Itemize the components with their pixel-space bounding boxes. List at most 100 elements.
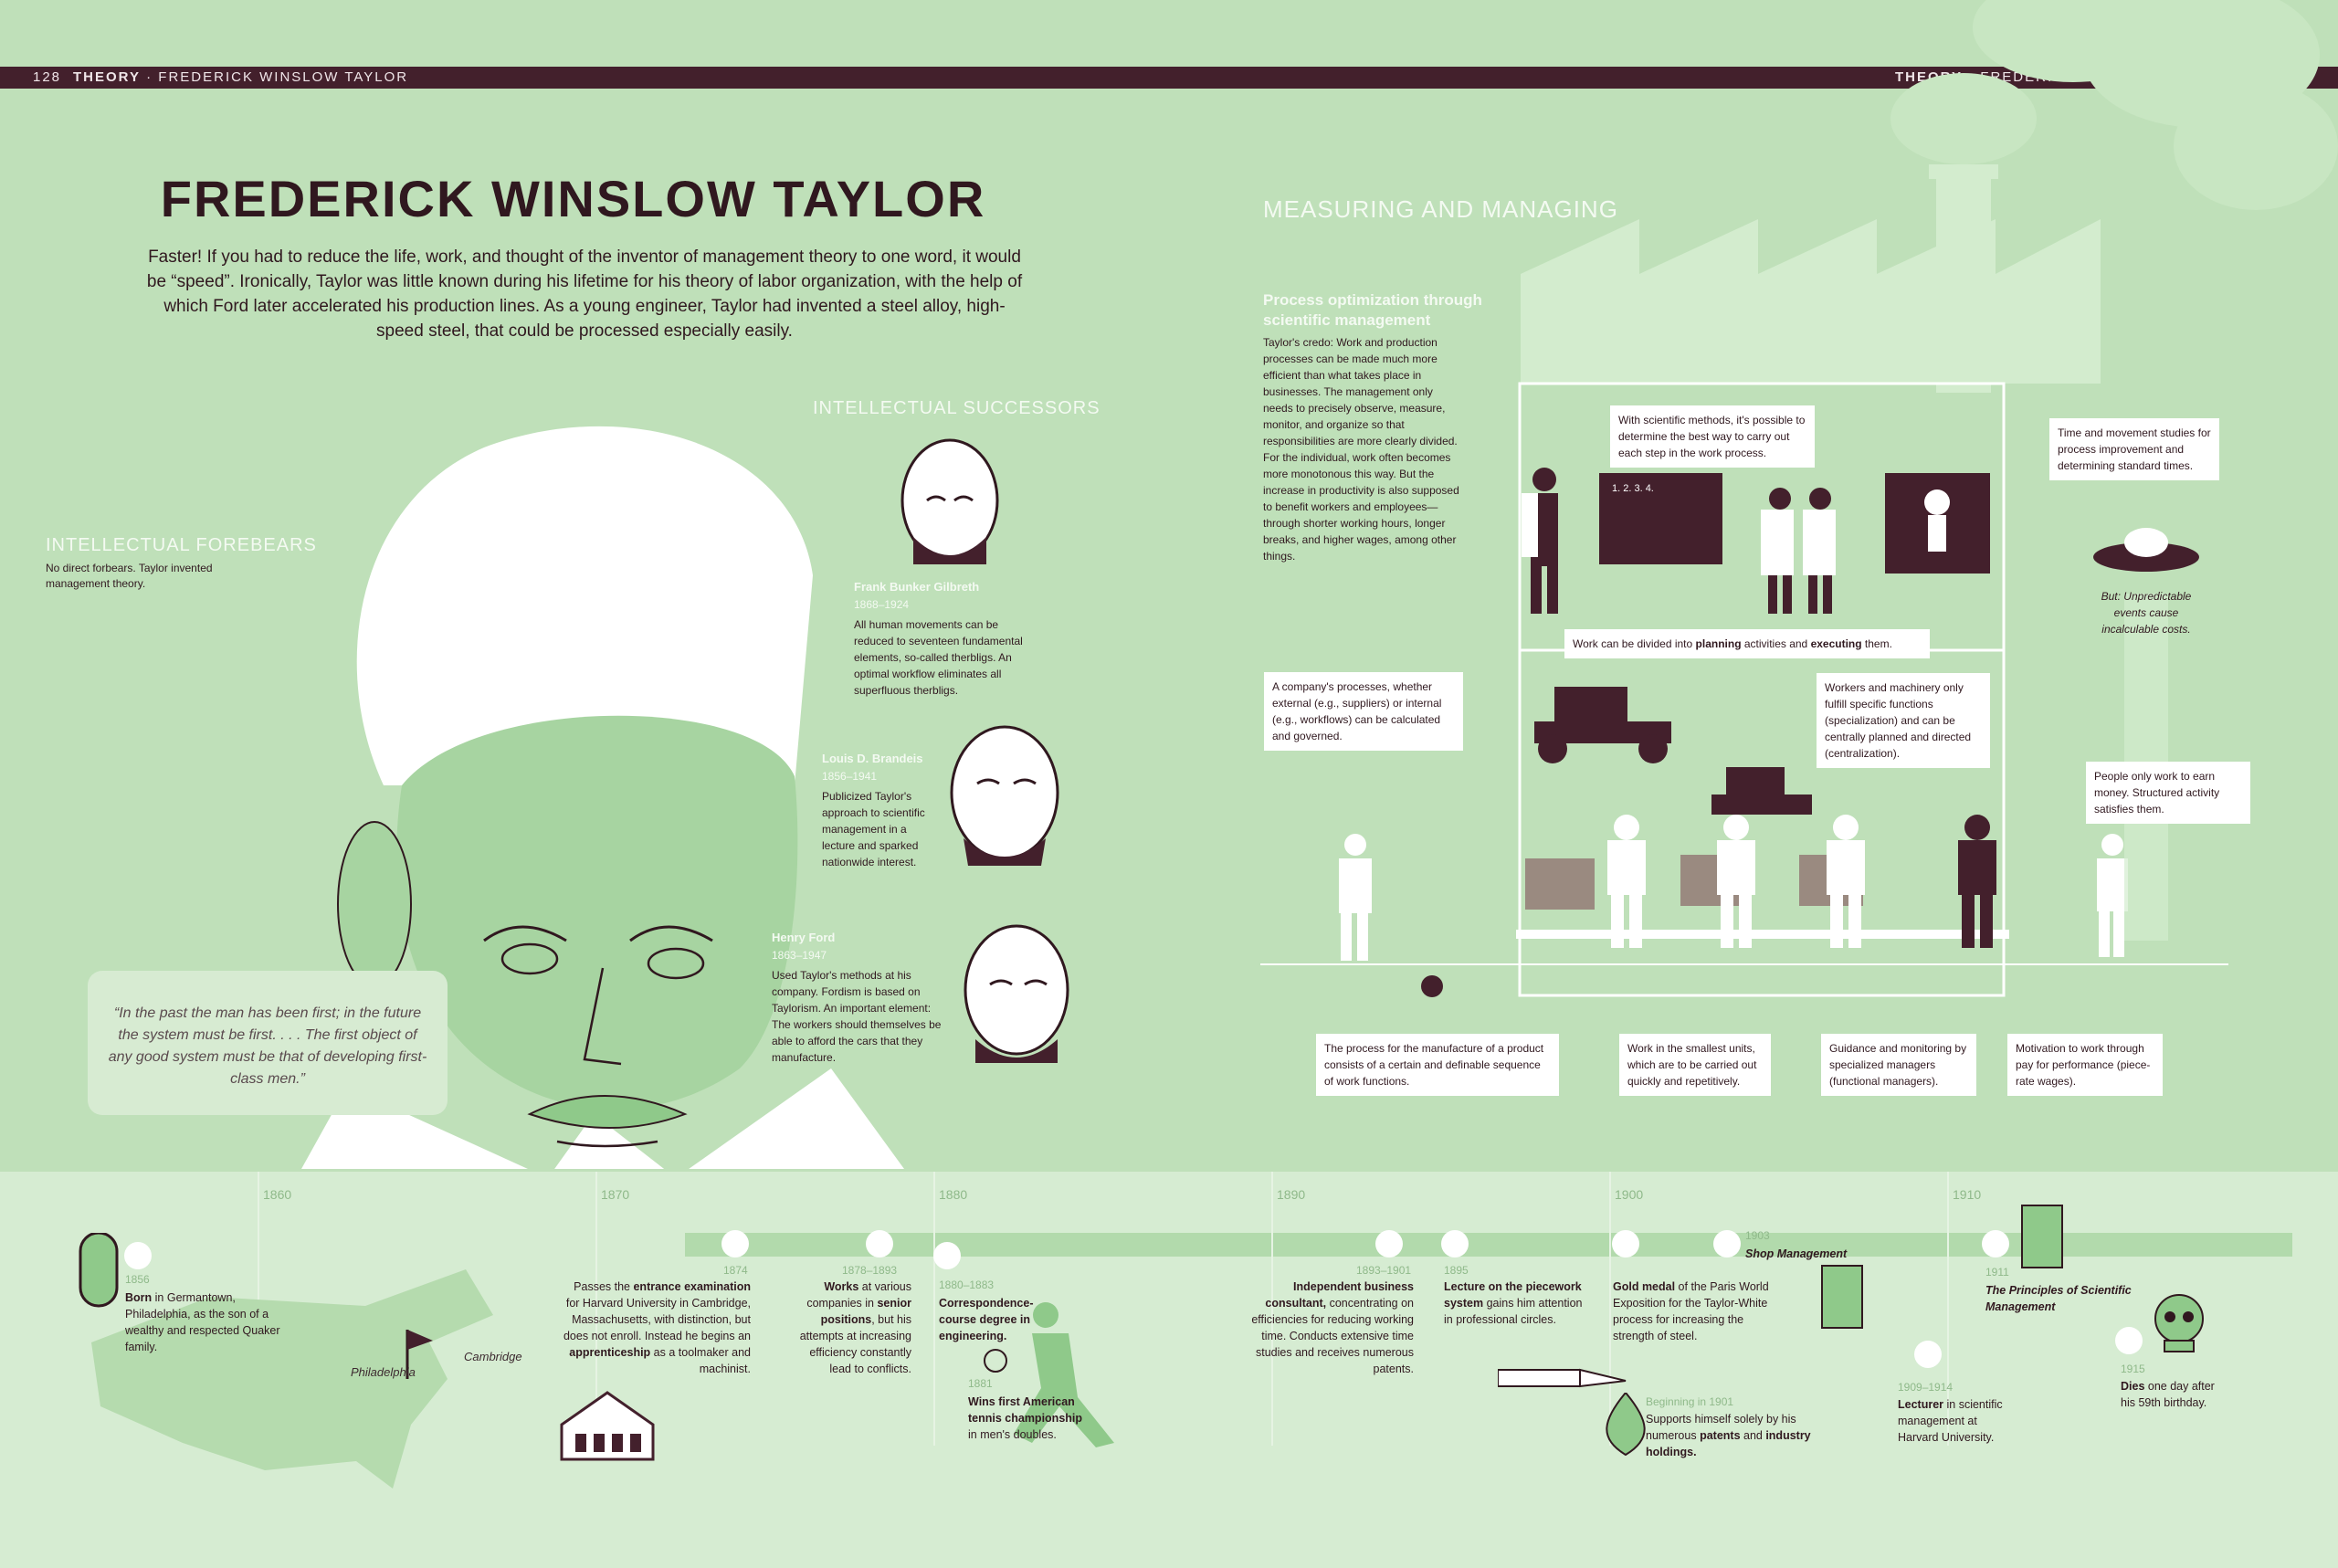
event-1878-t1: at various companies in (806, 1280, 911, 1310)
skull-icon (2154, 1294, 2204, 1352)
map-label-cambridge: Cambridge (464, 1350, 522, 1363)
callout-motivation: Motivation to work through pay for perfo… (2007, 1034, 2163, 1096)
intro-paragraph: Faster! If you had to reduce the life, w… (146, 247, 1023, 341)
event-1874-year: 1874 (723, 1264, 748, 1277)
measuring-subheading: Process optimization through scientific … (1263, 291, 1482, 329)
successor-name-brandeis: Louis D. Brandeis (822, 752, 923, 765)
taylor-portrait-illustration (301, 426, 904, 1169)
event-1893-desc: concentrating on efficiencies for reduci… (1251, 1297, 1414, 1375)
decade-label-1870: 1870 (601, 1187, 630, 1202)
event-1915-bold: Dies (2121, 1380, 2145, 1393)
event-1878-bold1: Works (824, 1280, 859, 1293)
event-1901-bold1: patents (1700, 1429, 1741, 1442)
event-1900-bold: Gold medal (1613, 1280, 1676, 1293)
event-1915-desc: one day after his 59th birthday. (2121, 1380, 2215, 1409)
forebears-heading: INTELLECTUAL FOREBEARS (46, 535, 317, 555)
event-dot-1878 (866, 1230, 893, 1258)
event-1909-text: Lecturer in scientific management at Har… (1898, 1396, 2017, 1446)
work-divided-mid: activities and (1741, 637, 1811, 650)
ford-portrait-icon (964, 924, 1069, 1063)
page-number-left: 128 (33, 69, 62, 85)
event-dot-1903 (1713, 1230, 1741, 1258)
work-divided-post: them. (1861, 637, 1892, 650)
work-divided-planning: planning (1695, 637, 1742, 650)
forebears-text: No direct forbears. Taylor invented mana… (46, 562, 213, 590)
quote-box (88, 971, 448, 1115)
event-1895-bold: Lecture on the piecework system (1444, 1280, 1582, 1310)
event-1878-t2: , but his attempts at increasing efficie… (799, 1313, 911, 1375)
event-1900-text: Gold medal of the Paris World Exposition… (1613, 1279, 1786, 1344)
map-label-philadelphia: Philadelphia (351, 1365, 416, 1379)
factory-illustration: 1. 2. 3. 4. (1260, 164, 2228, 997)
event-dot-1900 (1612, 1230, 1639, 1258)
successor-name-gilbreth: Frank Bunker Gilbreth (854, 580, 980, 594)
event-1903-year: 1903 (1745, 1229, 1770, 1242)
event-1903-bold: Shop Management (1745, 1247, 1848, 1260)
event-1880-text: Correspondence-course degree in engineer… (939, 1295, 1039, 1344)
flame-icon (1606, 1393, 1646, 1457)
successor-dates-ford: 1863–1947 (772, 949, 827, 962)
work-divided-executing: executing (1810, 637, 1862, 650)
event-1895-desc: gains him attention in professional circ… (1444, 1297, 1583, 1326)
callout-work-divided: Work can be divided into planning activi… (1564, 629, 1930, 658)
event-1881-desc: in men's doubles. (968, 1428, 1057, 1441)
event-1909-year: 1909–1914 (1898, 1381, 1954, 1394)
event-1893-text: Independent business consultant, concent… (1235, 1279, 1414, 1377)
event-1895-year: 1895 (1444, 1264, 1469, 1277)
event-1903-text: Shop Management (1745, 1246, 1847, 1262)
event-1893-year: 1893–1901 (1356, 1264, 1412, 1277)
event-dot-1874 (721, 1230, 749, 1258)
header-title-left: · FREDERICK WINSLOW TAYLOR (146, 69, 409, 85)
factory-icon (560, 1391, 655, 1461)
callout-processes: A company's processes, whether external … (1264, 672, 1463, 751)
event-dot-1911 (1982, 1230, 2009, 1258)
successor-name-ford: Henry Ford (772, 931, 836, 944)
callout-guidance: Guidance and monitoring by specialized m… (1821, 1034, 1976, 1096)
event-1878-text: Works at various companies in senior pos… (796, 1279, 911, 1377)
event-1901-t2: and (1740, 1429, 1766, 1442)
smoke-cloud-illustration (1890, 0, 2338, 210)
event-1874-bold2: apprenticeship (569, 1346, 651, 1359)
taylor-quote: “In the past the man has been first; in … (108, 1005, 427, 1087)
book-shop-management-icon (1821, 1265, 1863, 1329)
event-1911-text: The Principles of Scientific Management (1985, 1282, 2132, 1315)
event-1856-desc: in Germantown, Philadelphia, as the son … (125, 1291, 280, 1353)
event-dot-1880 (933, 1242, 961, 1269)
callout-manufacture: The process for the manufacture of a pro… (1316, 1034, 1559, 1096)
event-1901-t1: Supports himself solely by his numerous (1646, 1413, 1796, 1442)
successor-text-gilbreth: All human movements can be reduced to se… (854, 618, 1023, 697)
book-principles-icon (2021, 1205, 2063, 1268)
work-divided-pre: Work can be divided into (1573, 637, 1696, 650)
callout-specialization: Workers and machinery only fulfill speci… (1817, 673, 1990, 768)
event-1856-bold: Born (125, 1291, 153, 1304)
usa-map-illustration (79, 1233, 493, 1489)
tennis-player-icon (984, 1302, 1114, 1447)
event-dot-1856 (124, 1242, 152, 1269)
event-1915-text: Dies one day after his 59th birthday. (2121, 1378, 2230, 1411)
tool-icon (1498, 1368, 1627, 1388)
decade-line-1900 (1609, 1172, 1611, 1446)
successor-dates-brandeis: 1856–1941 (822, 770, 878, 783)
callout-smallest-units: Work in the smallest units, which are to… (1619, 1034, 1771, 1096)
decade-line-1910 (1947, 1172, 1949, 1446)
event-1874-post: as a toolmaker and machinist. (650, 1346, 751, 1375)
decade-line-1880 (933, 1172, 935, 1446)
event-1881-year: 1881 (968, 1377, 993, 1390)
successor-dates-gilbreth: 1868–1924 (854, 598, 910, 611)
event-1900-desc: of the Paris World Exposition for the Ta… (1613, 1280, 1769, 1342)
decade-label-1880: 1880 (939, 1187, 968, 1202)
event-1878-bold2: senior positions (820, 1297, 911, 1326)
decade-label-1910: 1910 (1953, 1187, 1982, 1202)
decade-label-1860: 1860 (263, 1187, 292, 1202)
header-left-title: THEORY · FREDERICK WINSLOW TAYLOR (73, 67, 408, 89)
successor-text-ford: Used Taylor's methods at his company. Fo… (772, 969, 942, 1064)
event-1880-bold: Correspondence-course degree in engineer… (939, 1297, 1034, 1342)
event-1874-bold1: entrance examination (633, 1280, 751, 1293)
event-1881-bold: Wins first American tennis championship (968, 1395, 1083, 1425)
event-1856-year: 1856 (125, 1273, 150, 1286)
successors-heading: INTELLECTUAL SUCCESSORS (813, 398, 1101, 418)
event-1895-text: Lecture on the piecework system gains hi… (1444, 1279, 1590, 1328)
board-steps: 1. 2. 3. 4. (1612, 483, 1654, 494)
event-1893-bold: Independent business consultant, (1265, 1280, 1414, 1310)
event-dot-1895 (1441, 1230, 1469, 1258)
